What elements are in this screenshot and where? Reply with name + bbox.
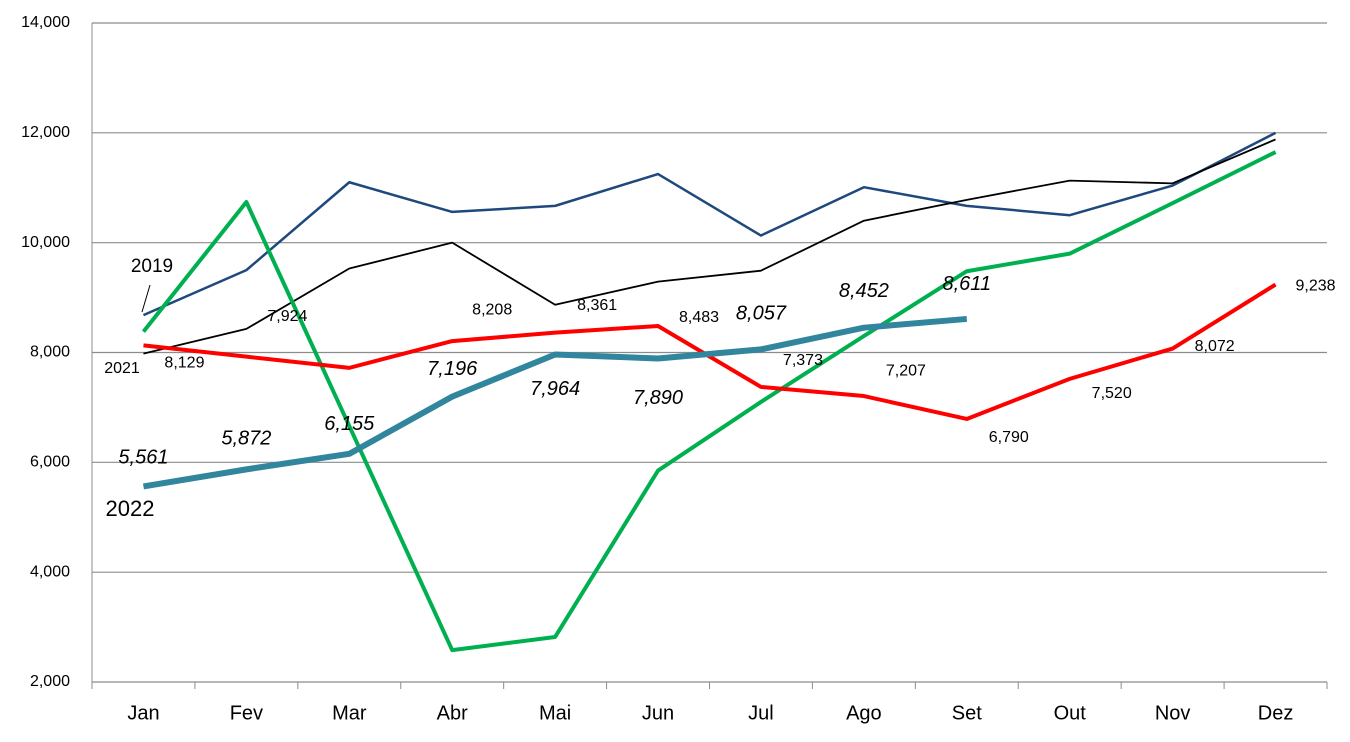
y-tick-label: 12,000 <box>21 124 70 141</box>
data-label: 8,208 <box>472 301 512 318</box>
x-tick-label: Abr <box>437 702 468 724</box>
data-label: 7,964 <box>530 378 580 400</box>
data-label: 8,129 <box>164 355 204 372</box>
data-label: 6,155 <box>324 413 375 435</box>
leader-line <box>141 284 151 313</box>
y-tick-label: 8,000 <box>30 344 70 361</box>
y-tick-label: 2,000 <box>30 673 70 690</box>
data-label: 8,057 <box>736 303 787 325</box>
data-label: 7,207 <box>886 362 926 379</box>
data-label: 7,924 <box>267 308 307 325</box>
data-label: 8,611 <box>943 273 992 295</box>
data-label: 7,890 <box>633 387 683 409</box>
x-tick-label: Mar <box>332 702 367 724</box>
series-name: 2019 <box>131 256 173 277</box>
x-tick-label: Jul <box>748 702 774 724</box>
series-line <box>141 150 1277 653</box>
data-label: 8,483 <box>679 309 719 326</box>
y-tick-label: 14,000 <box>21 14 70 31</box>
series-line <box>143 138 1276 355</box>
x-tick-label: Nov <box>1155 702 1191 724</box>
y-tick-label: 6,000 <box>30 454 70 471</box>
data-label: 5,561 <box>118 447 168 469</box>
series-line <box>142 315 968 490</box>
data-label: 7,373 <box>783 352 823 369</box>
x-tick-label: Fev <box>230 702 263 724</box>
x-tick-label: Ago <box>846 702 882 724</box>
x-tick-label: Jun <box>642 702 674 724</box>
data-label: 8,361 <box>577 297 617 314</box>
series-line <box>142 131 1277 317</box>
data-label: 8,072 <box>1195 338 1235 355</box>
data-label: 7,196 <box>427 358 478 380</box>
x-tick-label: Dez <box>1258 702 1294 724</box>
series-name: 2022 <box>106 496 155 521</box>
data-label: 5,872 <box>221 428 271 450</box>
x-tick-label: Out <box>1054 702 1087 724</box>
data-label: 6,790 <box>989 429 1029 446</box>
data-label: 8,452 <box>839 280 889 302</box>
y-tick-label: 4,000 <box>30 563 70 580</box>
x-tick-label: Jan <box>127 702 159 724</box>
data-label: 9,238 <box>1296 278 1336 295</box>
data-label: 7,520 <box>1092 385 1132 402</box>
x-tick-label: Mai <box>539 702 571 724</box>
x-tick-label: Set <box>952 702 982 724</box>
series-name: 2021 <box>104 360 140 377</box>
y-tick-label: 10,000 <box>21 234 70 251</box>
